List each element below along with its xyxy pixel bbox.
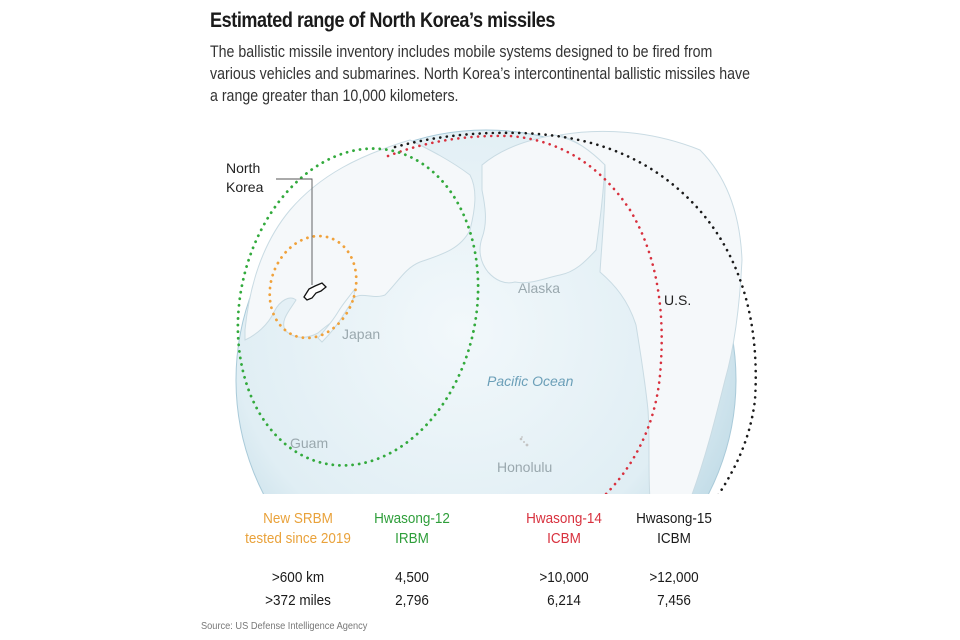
legend-hwasong-12-miles: 2,796: [395, 592, 429, 609]
globe-map: North Korea Japan Alaska U.S. Pacific Oc…: [226, 129, 757, 494]
label-north-korea-2: Korea: [226, 179, 264, 195]
legend-hwasong-14-name-line1: Hwasong-14: [526, 510, 602, 527]
hwasong-12-range: [236, 147, 480, 467]
asia-landmass: [244, 139, 476, 341]
legend-hwasong-14-name-line2: ICBM: [547, 530, 581, 547]
legend-hwasong-14-name: Hwasong-14 ICBM: [488, 509, 641, 549]
legend-hwasong-15-name-line2: ICBM: [657, 530, 691, 547]
legend-hwasong-12-name-line2: IRBM: [395, 530, 429, 547]
legend-hwasong-15-name-line1: Hwasong-15: [636, 510, 712, 527]
legend-hwasong-14-miles: 6,214: [547, 592, 581, 609]
legend-srbm-name-line1: New SRBM: [263, 510, 333, 527]
hawaii-islands: [519, 436, 529, 447]
label-guam: Guam: [290, 435, 328, 451]
legend-hwasong-15-miles: 7,456: [657, 592, 691, 609]
label-alaska: Alaska: [518, 280, 560, 296]
hwasong-14-range: [386, 134, 663, 494]
legend-hwasong-12-name-line1: Hwasong-12: [374, 510, 450, 527]
north-korea-outline: [303, 282, 327, 301]
label-north-korea-1: North: [226, 160, 260, 176]
legend-hwasong-12-km: 4,500: [395, 569, 429, 586]
legend-srbm-miles: >372 miles: [265, 592, 331, 609]
legend-srbm-km: >600 km: [271, 569, 325, 586]
label-japan: Japan: [342, 326, 380, 342]
legend-hwasong-15: Hwasong-15 ICBM >12,000 7,456: [598, 509, 751, 609]
legend-hwasong-15-km: >12,000: [649, 569, 699, 586]
source-note: Source: US Defense Intelligence Agency: [201, 620, 368, 632]
north-america-landmass: [559, 130, 743, 494]
legend-hwasong-12-name: Hwasong-12 IRBM: [336, 509, 489, 549]
label-honolulu: Honolulu: [497, 459, 552, 475]
legend-hwasong-12: Hwasong-12 IRBM 4,500 2,796: [336, 509, 489, 609]
alaska-landmass: [479, 134, 606, 284]
north-korea-leader-line: [276, 178, 313, 285]
legend-hwasong-14-km: >10,000: [539, 569, 589, 586]
legend-hwasong-14: Hwasong-14 ICBM >10,000 6,214: [488, 509, 641, 609]
japan-landmass: [317, 288, 355, 343]
srbm-range: [268, 234, 358, 340]
legend-srbm-name-line2: tested since 2019: [245, 530, 351, 547]
legend-srbm-name: New SRBM tested since 2019: [222, 509, 375, 549]
label-us: U.S.: [664, 292, 691, 308]
chart-subtitle: The ballistic missile inventory includes…: [210, 43, 751, 105]
legend-srbm: New SRBM tested since 2019 >600 km >372 …: [222, 509, 375, 609]
chart-title: Estimated range of North Korea’s missile…: [210, 9, 556, 32]
legend-hwasong-15-name: Hwasong-15 ICBM: [598, 509, 751, 549]
label-pacific-ocean: Pacific Ocean: [487, 373, 574, 389]
